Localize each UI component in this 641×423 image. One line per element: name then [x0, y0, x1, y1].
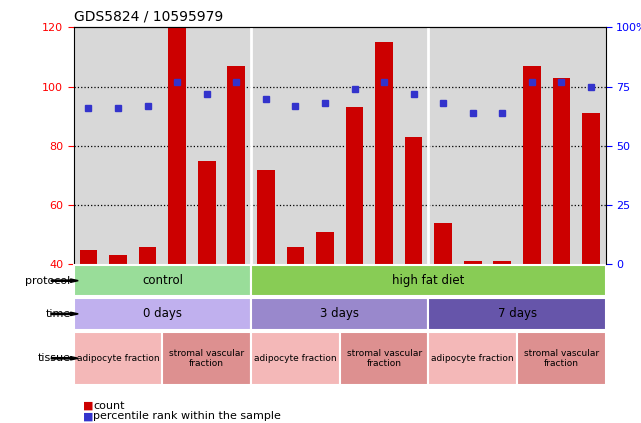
Bar — [404, 137, 422, 383]
Text: 3 days: 3 days — [320, 308, 359, 320]
Bar — [523, 66, 541, 383]
Text: stromal vascular
fraction: stromal vascular fraction — [524, 349, 599, 368]
Text: 0 days: 0 days — [143, 308, 182, 320]
Bar — [169, 27, 186, 383]
Bar — [251, 265, 606, 296]
Bar — [74, 265, 251, 296]
Bar — [79, 250, 97, 383]
Bar — [287, 247, 304, 383]
Text: percentile rank within the sample: percentile rank within the sample — [93, 411, 281, 421]
Bar — [316, 232, 334, 383]
Bar — [340, 332, 428, 385]
Text: ■: ■ — [83, 411, 94, 421]
Bar — [74, 332, 162, 385]
Bar — [517, 332, 606, 385]
Text: 7 days: 7 days — [497, 308, 537, 320]
Bar — [375, 42, 393, 383]
Text: time: time — [46, 309, 71, 319]
Bar — [251, 298, 428, 330]
Text: adipocyte fraction: adipocyte fraction — [77, 354, 160, 363]
Bar — [428, 298, 606, 330]
Text: ■: ■ — [83, 401, 94, 411]
Text: control: control — [142, 274, 183, 287]
Bar — [74, 298, 251, 330]
Text: tissue: tissue — [38, 353, 71, 363]
Bar — [494, 261, 511, 383]
Text: adipocyte fraction: adipocyte fraction — [431, 354, 514, 363]
Bar — [553, 78, 570, 383]
Bar — [138, 247, 156, 383]
Bar — [428, 332, 517, 385]
Bar — [162, 332, 251, 385]
Bar — [228, 66, 245, 383]
Bar — [464, 261, 481, 383]
Text: high fat diet: high fat diet — [392, 274, 465, 287]
Bar — [109, 255, 127, 383]
Text: adipocyte fraction: adipocyte fraction — [254, 354, 337, 363]
Text: stromal vascular
fraction: stromal vascular fraction — [169, 349, 244, 368]
Bar — [582, 113, 600, 383]
Bar — [251, 332, 340, 385]
Bar — [345, 107, 363, 383]
Bar — [198, 161, 215, 383]
Bar — [257, 170, 275, 383]
Text: stromal vascular
fraction: stromal vascular fraction — [347, 349, 422, 368]
Bar — [435, 223, 452, 383]
Text: count: count — [93, 401, 124, 411]
Text: protocol: protocol — [25, 276, 71, 286]
Text: GDS5824 / 10595979: GDS5824 / 10595979 — [74, 9, 223, 23]
